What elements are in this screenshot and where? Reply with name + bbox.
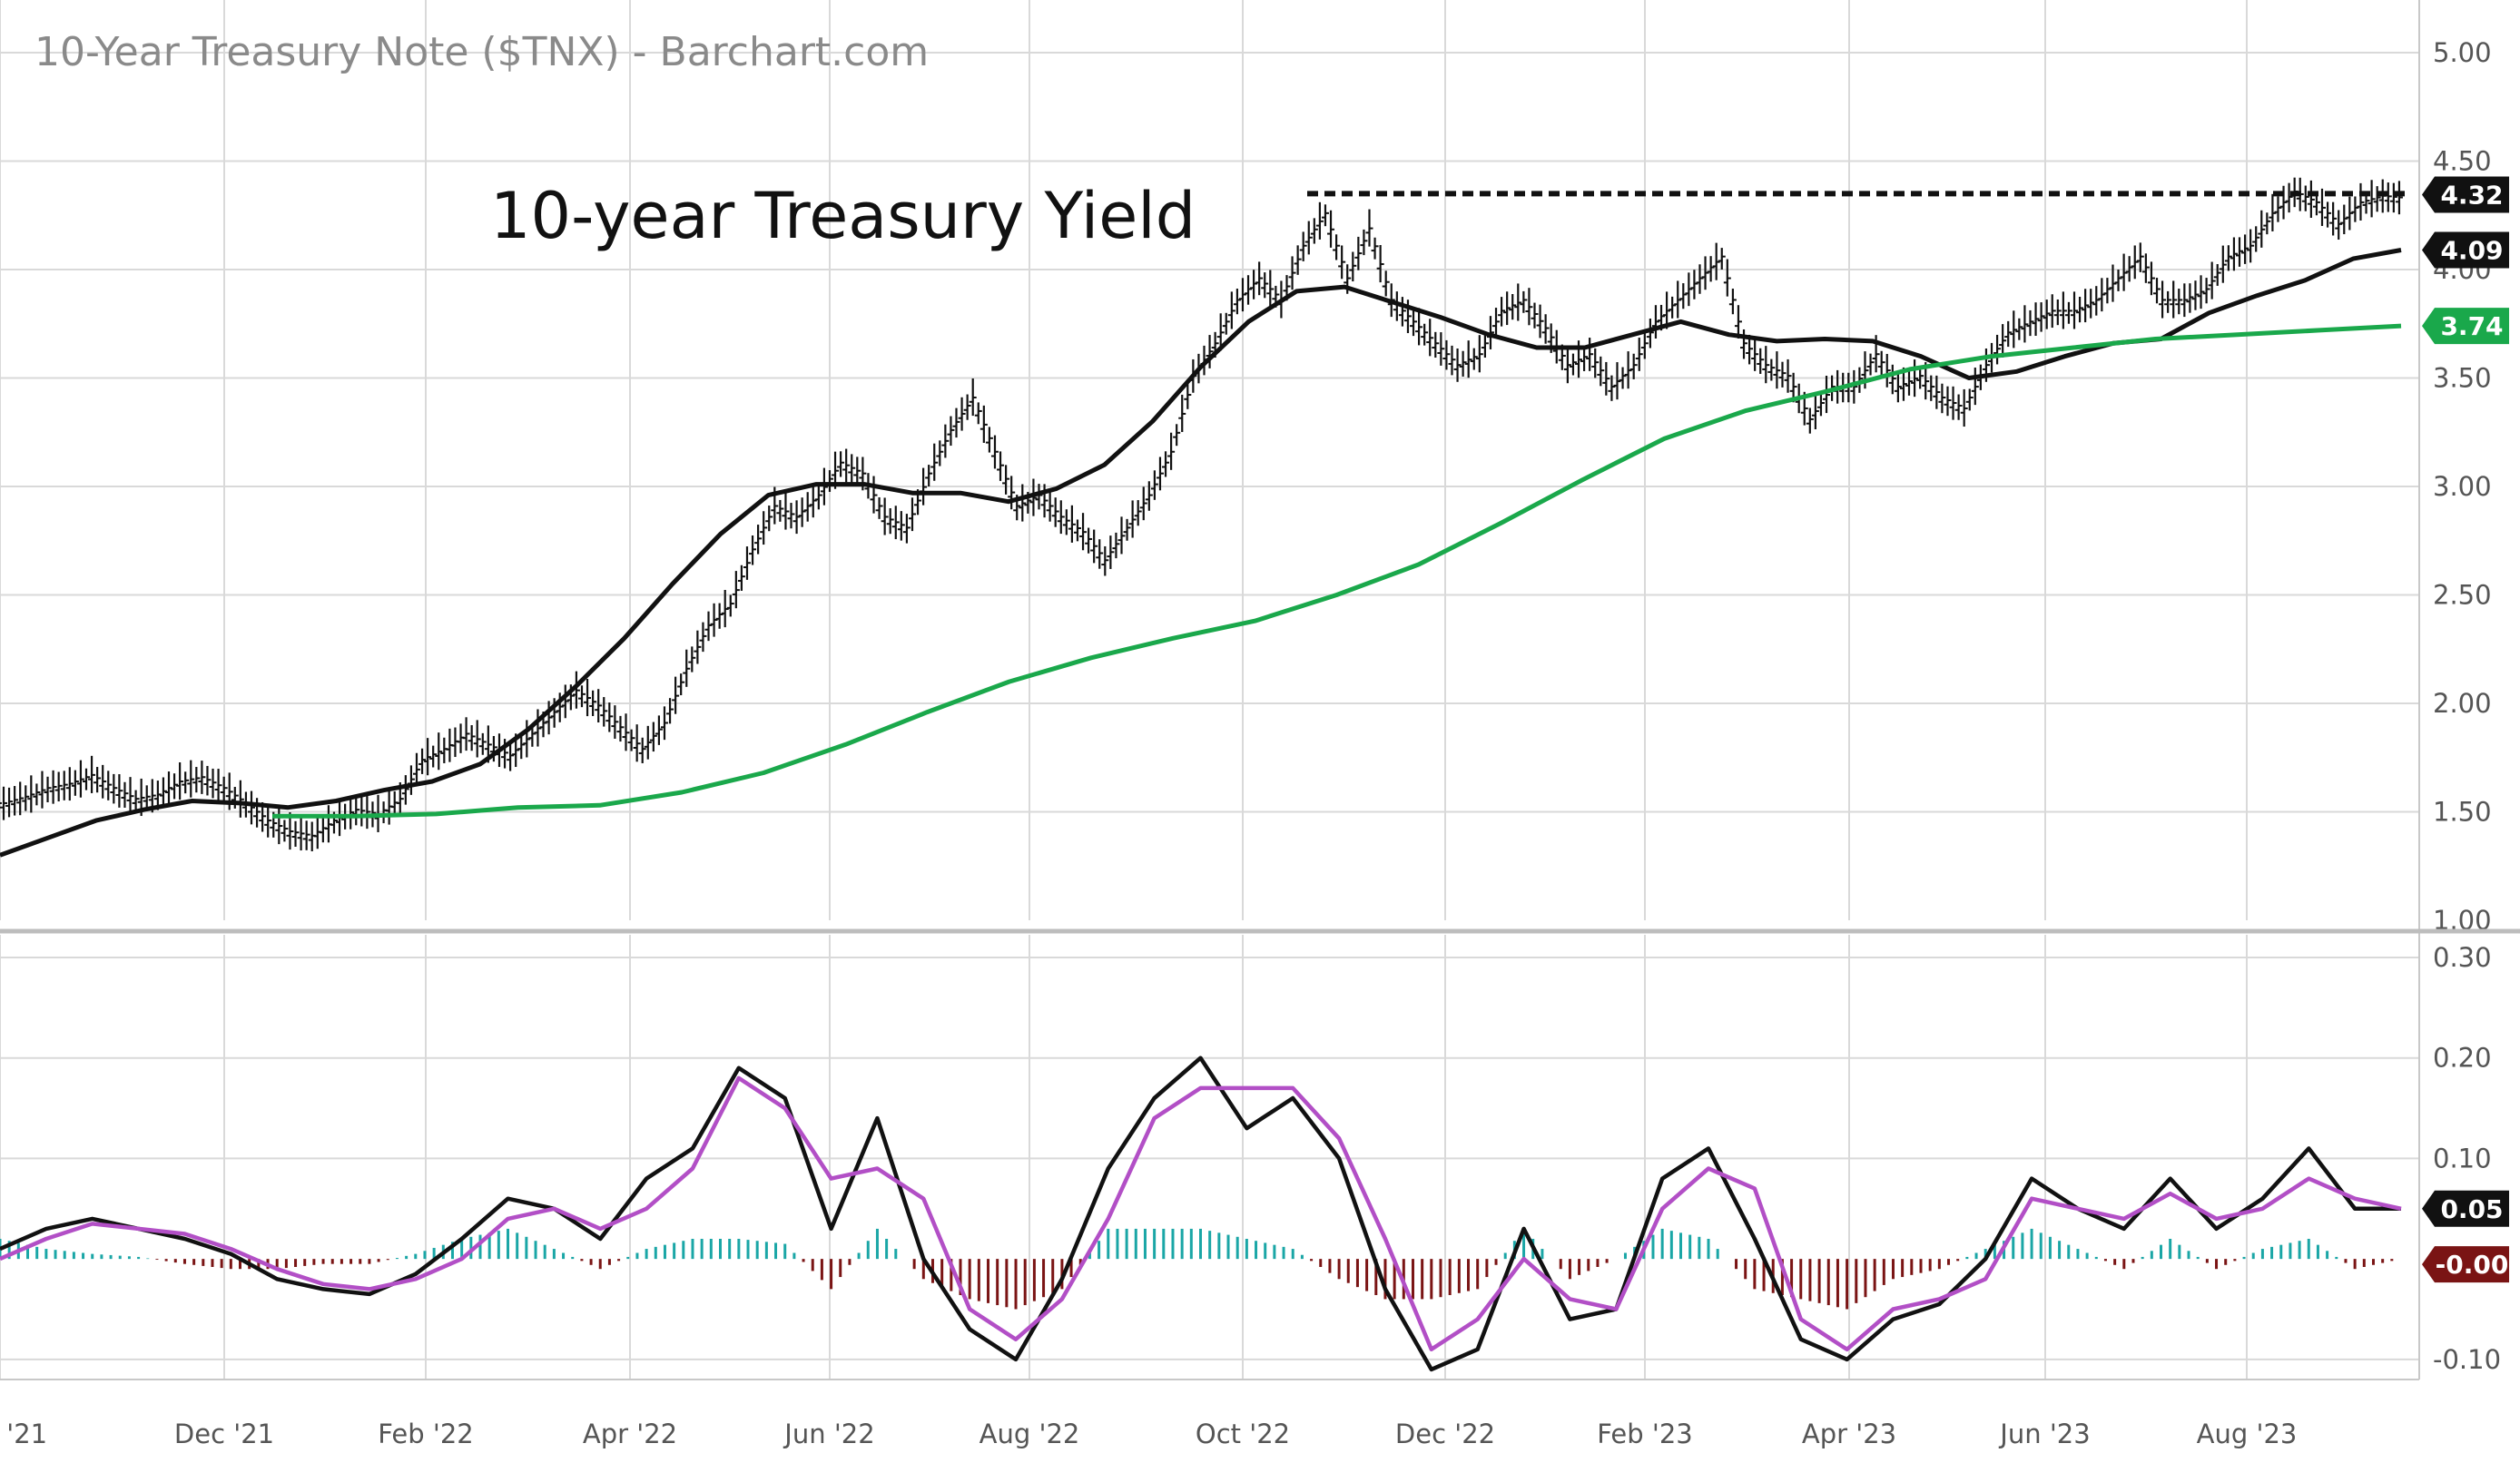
chart-title: 10-Year Treasury Note ($TNX) - Barchart.… bbox=[34, 29, 929, 75]
price-y-tick-label: 3.50 bbox=[2433, 363, 2492, 394]
last-value-tag-bg bbox=[2422, 308, 2509, 345]
price-panel bbox=[0, 177, 2410, 858]
last-value-tag-text: -0.00 bbox=[2436, 1250, 2509, 1280]
macd-signal-line bbox=[0, 1075, 2402, 1352]
price-last-value-tag: 4.32 bbox=[2422, 176, 2509, 213]
macd-last-value-tag: 0.05 bbox=[2422, 1190, 2509, 1227]
price-last-value-tag: 4.09 bbox=[2422, 231, 2509, 269]
price-y-tick-label: 2.50 bbox=[2433, 580, 2492, 611]
macd-y-tick-label: 0.20 bbox=[2433, 1043, 2492, 1074]
chart-annotation: 10-year Treasury Yield bbox=[490, 179, 1196, 253]
price-last-value-tag: 3.74 bbox=[2422, 308, 2509, 345]
macd-last-value-tag: -0.00 bbox=[2422, 1246, 2509, 1283]
last-value-tag-bg bbox=[2422, 1246, 2509, 1283]
price-y-tick-label: 5.00 bbox=[2433, 37, 2492, 68]
last-value-tag-text: 0.05 bbox=[2440, 1194, 2503, 1224]
macd-y-tick-label: -0.10 bbox=[2433, 1344, 2501, 1375]
x-tick-label: Aug '22 bbox=[979, 1419, 1080, 1449]
macd-y-tick-label: 0.10 bbox=[2433, 1143, 2492, 1173]
price-y-tick-label: 1.50 bbox=[2433, 797, 2492, 828]
last-value-tag-bg bbox=[2422, 176, 2509, 213]
macd-y-tick-label: 0.30 bbox=[2433, 942, 2492, 973]
last-value-tag-bg bbox=[2422, 231, 2509, 269]
last-value-tag-text: 4.32 bbox=[2440, 181, 2503, 211]
last-value-tag-text: 3.74 bbox=[2440, 311, 2503, 341]
x-tick-label: Oct '22 bbox=[1196, 1419, 1290, 1449]
x-tick-label: Dec '21 bbox=[174, 1419, 274, 1449]
price-y-tick-label: 2.00 bbox=[2433, 688, 2492, 719]
moving-average-200-line bbox=[272, 323, 2402, 819]
moving-average-50-line bbox=[0, 248, 2402, 858]
last-value-tag-text: 4.09 bbox=[2440, 235, 2503, 265]
macd-panel bbox=[0, 1056, 2402, 1372]
x-tick-label: Oct '21 bbox=[0, 1419, 47, 1449]
last-value-tag-bg bbox=[2422, 1190, 2509, 1227]
x-tick-label: Feb '23 bbox=[1597, 1419, 1692, 1449]
x-tick-label: Feb '22 bbox=[378, 1419, 473, 1449]
x-tick-label: Aug '23 bbox=[2197, 1419, 2298, 1449]
price-bars bbox=[0, 177, 2403, 851]
price-y-tick-label: 4.50 bbox=[2433, 146, 2492, 177]
x-tick-label: Apr '23 bbox=[1802, 1419, 1896, 1449]
price-y-tick-label: 3.00 bbox=[2433, 471, 2492, 502]
x-tick-label: Jun '22 bbox=[783, 1419, 874, 1449]
x-tick-label: Jun '23 bbox=[1998, 1419, 2090, 1449]
x-tick-label: Dec '22 bbox=[1395, 1419, 1495, 1449]
grid bbox=[0, 0, 2419, 1380]
x-tick-label: Apr '22 bbox=[583, 1419, 677, 1449]
